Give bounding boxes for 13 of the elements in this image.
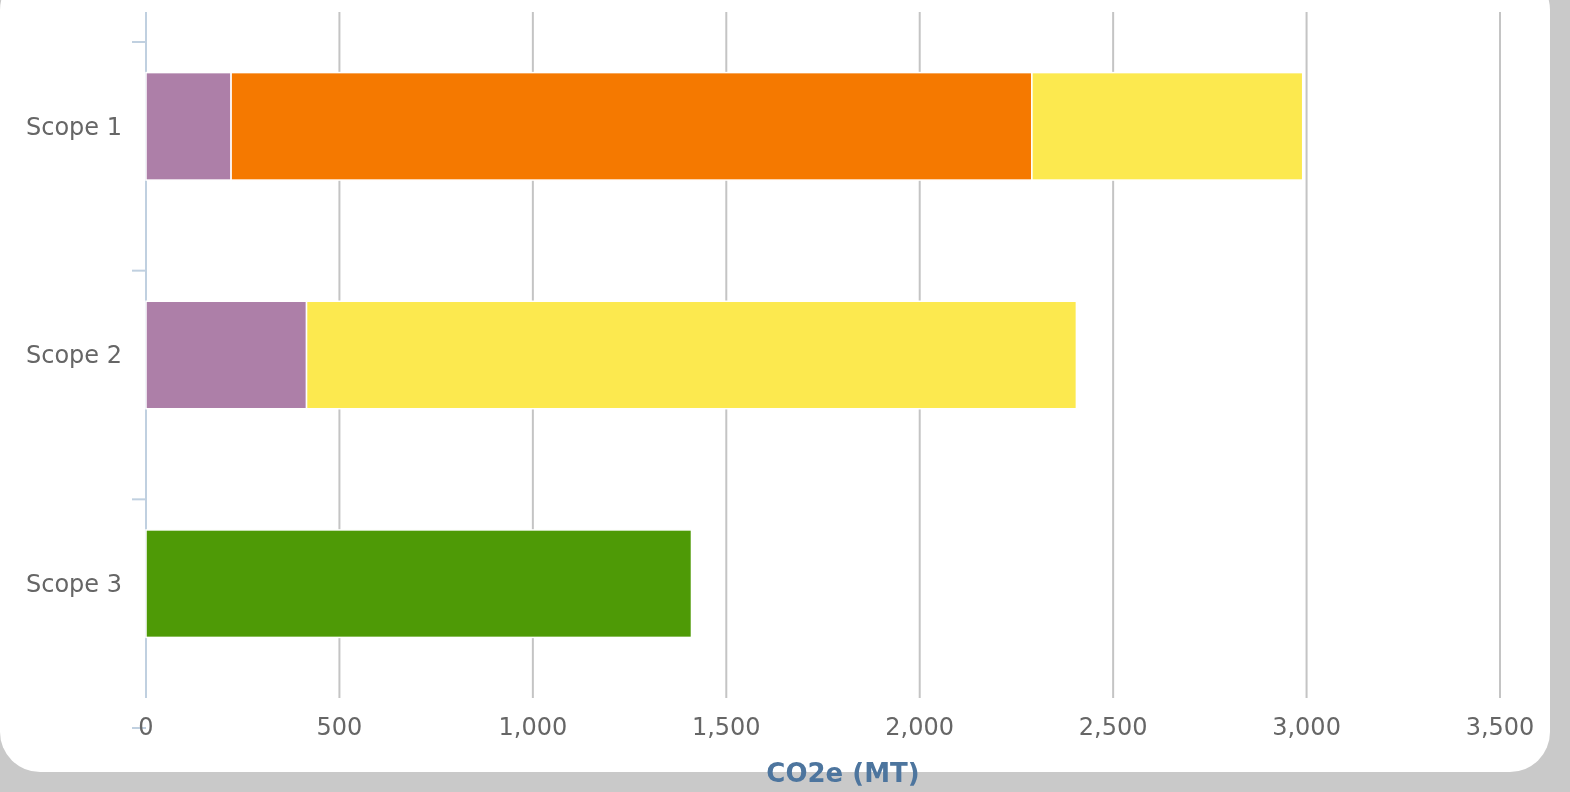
bar bbox=[145, 529, 693, 639]
x-tick-label: 0 bbox=[138, 713, 154, 741]
x-tick-label: 1,000 bbox=[498, 713, 568, 741]
y-tick-label: Scope 2 bbox=[25, 341, 122, 370]
x-axis-title: CO2e (MT) bbox=[766, 758, 920, 788]
x-tick-label: 1,500 bbox=[691, 713, 761, 741]
y-tick-label: Scope 1 bbox=[25, 112, 122, 141]
x-tick-label: 3,000 bbox=[1272, 713, 1341, 741]
x-tick-label: 3,500 bbox=[1465, 713, 1535, 741]
y-tick-label: Scope 3 bbox=[25, 570, 122, 599]
x-tick-label: 2,500 bbox=[1078, 713, 1148, 741]
x-tick-label: 500 bbox=[316, 713, 363, 741]
x-tick-label: 2,000 bbox=[885, 713, 955, 741]
